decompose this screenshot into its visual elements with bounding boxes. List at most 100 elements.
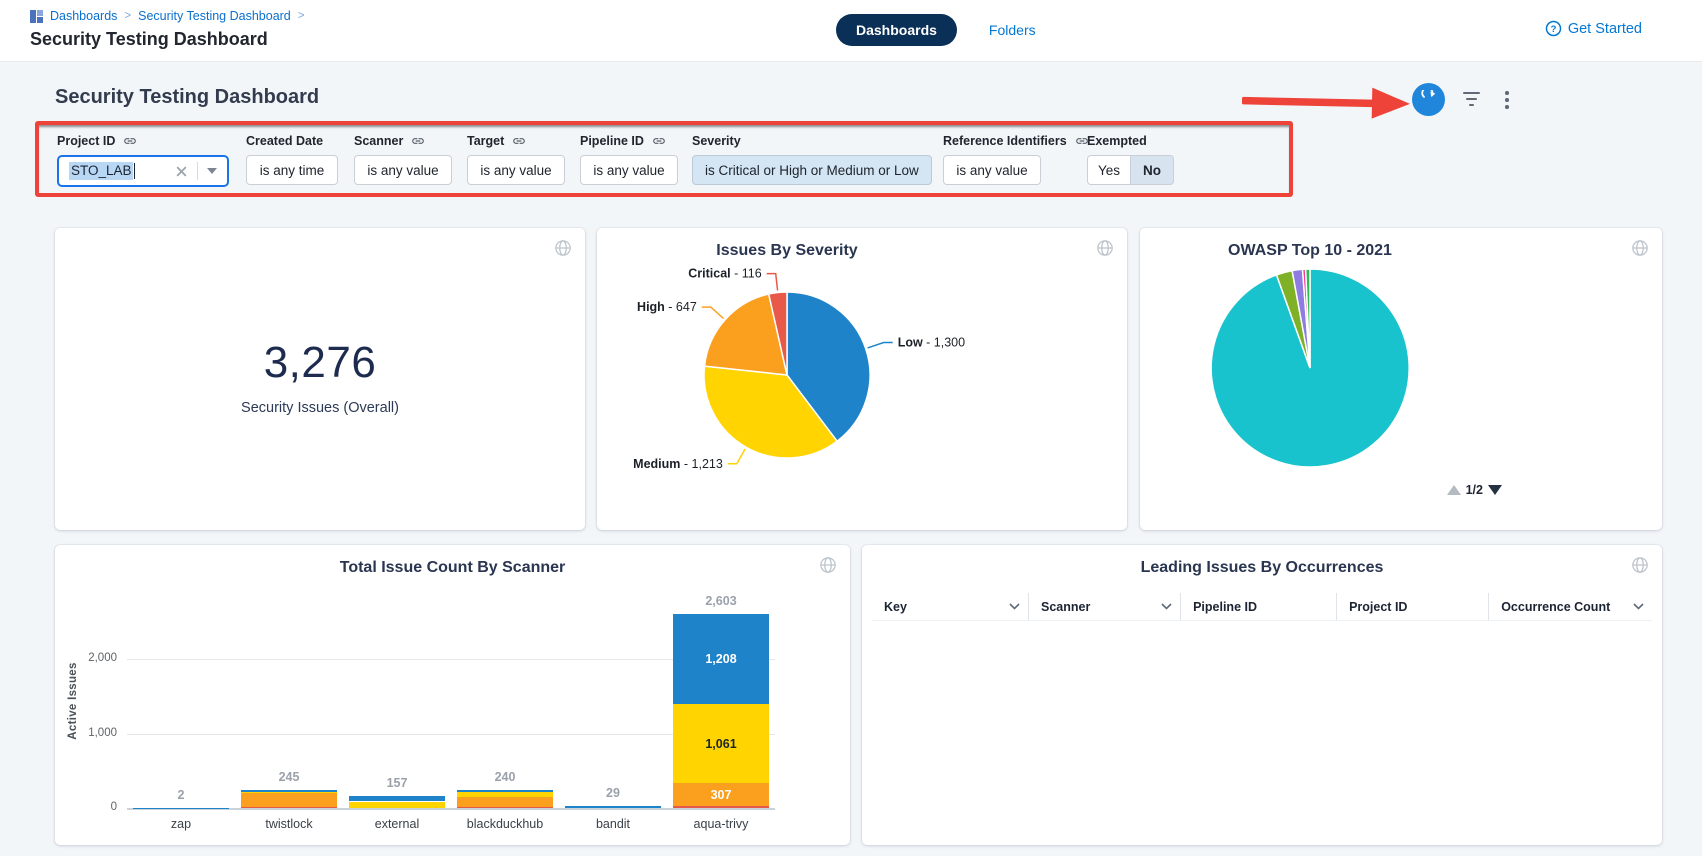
refresh-button[interactable] — [1412, 83, 1445, 116]
filter-label-reference-identifiers: Reference Identifiers — [943, 133, 1089, 149]
filter-label-scanner: Scanner — [354, 133, 452, 149]
filter-value-project-id[interactable]: STO_LAB — [69, 162, 133, 180]
card-total-issue-count-by-scanner: Total Issue Count By Scanner 01,0002,000… — [55, 545, 850, 845]
bar-segment-blackduckhub-critical[interactable] — [457, 807, 553, 808]
y-axis-title: Active Issues — [67, 641, 79, 761]
annotation-arrow — [1238, 82, 1414, 120]
filter-label-severity: Severity — [692, 133, 932, 149]
card-security-issues-overall: 3,276 Security Issues (Overall) — [55, 228, 585, 530]
header-tabs: Dashboards Folders — [836, 14, 1036, 46]
dashboard-filters-button[interactable] — [1458, 89, 1484, 111]
tab-dashboards[interactable]: Dashboards — [836, 14, 957, 46]
pie-leader-line — [767, 274, 778, 291]
column-header-key[interactable]: Key — [872, 593, 1028, 620]
pie-label-critical: Critical - 116 — [688, 267, 761, 281]
filter-group-severity: Severity is Critical or High or Medium or… — [692, 133, 932, 185]
filter-group-exempted: Exempted YesNo — [1087, 133, 1174, 185]
help-circle-icon: ? — [1545, 20, 1562, 37]
refresh-icon — [1419, 90, 1438, 109]
breadcrumb-separator: > — [124, 10, 131, 22]
bar-total-twistlock: 245 — [235, 770, 343, 784]
link-icon[interactable] — [652, 134, 666, 148]
pie-leader-line — [728, 449, 745, 464]
filter-toggle-exempted: YesNo — [1087, 155, 1174, 185]
filter-button-reference-identifiers[interactable]: is any value — [943, 155, 1041, 185]
occurrences-table-header: KeyScannerPipeline IDProject IDOccurrenc… — [872, 593, 1652, 621]
column-header-occurrence-count[interactable]: Occurrence Count — [1488, 593, 1652, 620]
filter-button-scanner[interactable]: is any value — [354, 155, 452, 185]
link-icon[interactable] — [123, 134, 137, 148]
breadcrumb-separator: > — [298, 10, 305, 22]
card-owasp-top-10: OWASP Top 10 - 2021 1/2 — [1140, 228, 1662, 530]
tab-folders[interactable]: Folders — [989, 22, 1036, 38]
breadcrumb-dashboards[interactable]: Dashboards — [50, 9, 117, 23]
bar-segment-external-medium[interactable] — [349, 802, 445, 809]
filter-button-severity[interactable]: is Critical or High or Medium or Low — [692, 155, 932, 185]
column-header-pipeline-id[interactable]: Pipeline ID — [1180, 593, 1336, 620]
filter-group-created-date: Created Date is any time — [246, 133, 338, 185]
bar-segment-twistlock-critical[interactable] — [241, 807, 337, 808]
scanner-bar-chart: 01,0002,000Active Issues2zap245twistlock… — [55, 545, 850, 845]
sort-chevron-icon[interactable] — [1009, 603, 1020, 610]
x-axis-label-aqua-trivy: aqua-trivy — [667, 817, 775, 831]
single-value-tile: 3,276 Security Issues (Overall) — [55, 226, 585, 528]
link-icon[interactable] — [411, 134, 425, 148]
bar-segment-external-low[interactable] — [349, 796, 445, 801]
pie-leader-line — [868, 343, 893, 348]
text-cursor — [134, 163, 136, 179]
filter-label-exempted: Exempted — [1087, 133, 1174, 149]
page-up-icon[interactable] — [1447, 485, 1461, 495]
bar-segment-zap-low[interactable] — [133, 808, 229, 809]
filter-label-target: Target — [467, 133, 565, 149]
chevron-down-icon[interactable] — [205, 166, 219, 176]
pie-pagination: 1/2 — [1447, 483, 1502, 497]
bar-total-bandit: 29 — [559, 786, 667, 800]
link-icon[interactable] — [512, 134, 526, 148]
x-axis-label-twistlock: twistlock — [235, 817, 343, 831]
filter-group-reference-identifiers: Reference Identifiers is any value — [943, 133, 1089, 185]
page-down-icon[interactable] — [1488, 485, 1502, 495]
bar-total-zap: 2 — [127, 788, 235, 802]
page-title: Security Testing Dashboard — [30, 29, 268, 50]
bar-segment-twistlock-low[interactable] — [241, 790, 337, 792]
filter-group-scanner: Scanner is any value — [354, 133, 452, 185]
x-axis-label-bandit: bandit — [559, 817, 667, 831]
bar-segment-twistlock-medium[interactable] — [241, 792, 337, 794]
app-header: Dashboards > Security Testing Dashboard … — [0, 0, 1702, 62]
filter-group-project-id: Project IDSTO_LAB — [57, 133, 229, 187]
sort-chevron-icon[interactable] — [1161, 603, 1172, 610]
pie-label-medium: Medium - 1,213 — [633, 457, 723, 471]
filter-exempted-yes[interactable]: Yes — [1087, 155, 1131, 185]
page-indicator: 1/2 — [1466, 483, 1483, 497]
y-tick-label: 1,000 — [55, 727, 117, 739]
filter-button-target[interactable]: is any value — [467, 155, 565, 185]
card-issues-by-severity: Issues By Severity Low - 1,300Medium - 1… — [597, 228, 1127, 530]
filter-input-project-id[interactable]: STO_LAB — [57, 155, 229, 187]
clear-icon[interactable] — [173, 163, 190, 180]
breadcrumb-current[interactable]: Security Testing Dashboard — [138, 9, 291, 23]
bar-segment-blackduckhub-high[interactable] — [457, 797, 553, 807]
filter-exempted-no[interactable]: No — [1130, 155, 1174, 185]
filter-label-pipeline-id: Pipeline ID — [580, 133, 678, 149]
bar-segment-blackduckhub-low[interactable] — [457, 790, 553, 792]
bar-segment-aqua-trivy-critical[interactable] — [673, 806, 769, 808]
bar-segment-value: 1,061 — [673, 737, 769, 751]
filter-label-created-date: Created Date — [246, 133, 338, 149]
bar-segment-value: 1,208 — [673, 652, 769, 666]
bar-segment-bandit-low[interactable] — [565, 806, 661, 808]
more-options-button[interactable] — [1498, 86, 1516, 114]
filter-button-pipeline-id[interactable]: is any value — [580, 155, 678, 185]
bar-segment-blackduckhub-medium[interactable] — [457, 792, 553, 797]
bar-segment-twistlock-high[interactable] — [241, 793, 337, 807]
filter-group-pipeline-id: Pipeline ID is any value — [580, 133, 678, 185]
column-header-scanner[interactable]: Scanner — [1028, 593, 1180, 620]
issues-by-severity-pie: Low - 1,300Medium - 1,213High - 647Criti… — [597, 228, 1127, 530]
column-header-project-id[interactable]: Project ID — [1336, 593, 1488, 620]
y-tick-label: 0 — [55, 801, 117, 813]
filter-button-created-date[interactable]: is any time — [246, 155, 338, 185]
filter-group-target: Target is any value — [467, 133, 565, 185]
sort-chevron-icon[interactable] — [1633, 603, 1644, 610]
bar-total-external: 157 — [343, 776, 451, 790]
bar-total-blackduckhub: 240 — [451, 770, 559, 784]
get-started-link[interactable]: ? Get Started — [1545, 20, 1642, 37]
